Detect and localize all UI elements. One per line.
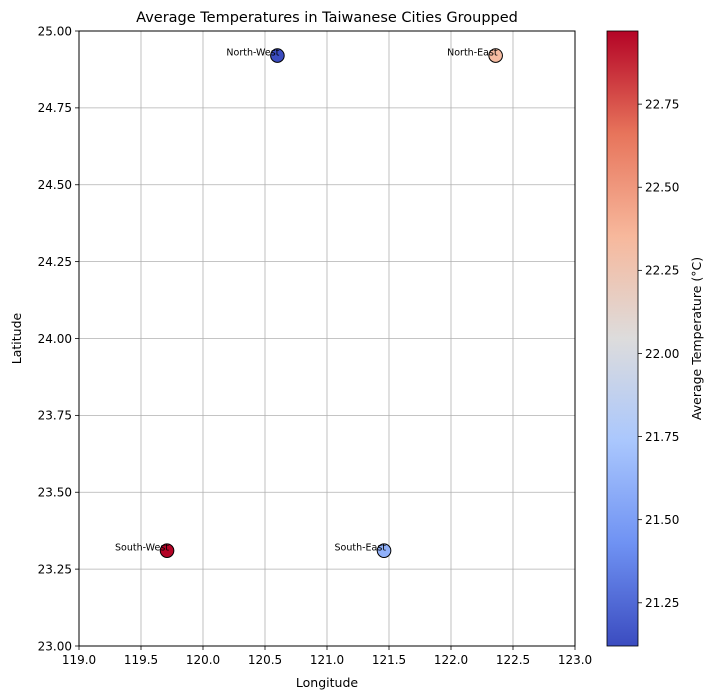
point-label: North-West [226,48,279,59]
y-tick-label: 23.25 [38,562,72,576]
y-tick-label: 24.75 [38,101,72,115]
x-tick-label: 120.5 [248,653,282,667]
point-label: South-West [115,543,169,554]
x-tick-label: 121.0 [310,653,344,667]
colorbar [606,30,639,647]
colorbar-tick-label: 21.50 [645,513,679,527]
colorbar-tick-label: 22.50 [645,181,679,195]
point-label: North-East [447,48,498,59]
y-tick-label: 23.00 [38,639,72,653]
y-axis-title: Latitude [9,312,24,364]
x-tick-label: 122.5 [496,653,530,667]
y-tick-label: 24.25 [38,255,72,269]
data-point [270,48,285,63]
x-tick-label: 121.5 [372,653,406,667]
data-point [376,543,392,558]
colorbar-tick-label: 22.75 [645,97,679,111]
chart-title: Average Temperatures in Taiwanese Cities… [136,10,518,26]
colorbar-tick-label: 21.75 [645,430,679,444]
colorbar-tick-label: 21.25 [645,596,679,610]
data-point [159,543,175,558]
x-tick-label: 120.0 [186,653,220,667]
y-tick-label: 24.50 [38,178,72,192]
y-tick-label: 25.00 [38,24,72,38]
y-tick-label: 23.75 [38,409,72,423]
x-tick-label: 119.0 [62,653,96,667]
x-tick-label: 119.5 [124,653,158,667]
grid [78,30,576,647]
data-points: North-West North-East South-West South-East [115,48,503,558]
y-tick-label: 24.00 [38,332,72,346]
colorbar-title: Average Temperature (°C) [689,257,704,420]
colorbar-tick-label: 22.25 [645,264,679,278]
x-axis-title: Longitude [296,675,358,690]
x-tick-label: 123.0 [558,653,592,667]
data-point [488,48,503,63]
point-label: South-East [334,543,386,554]
colorbar-tick-label: 22.00 [645,347,679,361]
x-tick-label: 122.0 [434,653,468,667]
axes: 119.0 119.5 120.0 120.5 121.0 121.5 122.0 122.5… [38,24,593,667]
y-tick-label: 23.50 [38,486,72,500]
colorbar-ticks: 21.25 21.50 21.75 22.00 22.25 22.50 22.75 [638,97,679,610]
